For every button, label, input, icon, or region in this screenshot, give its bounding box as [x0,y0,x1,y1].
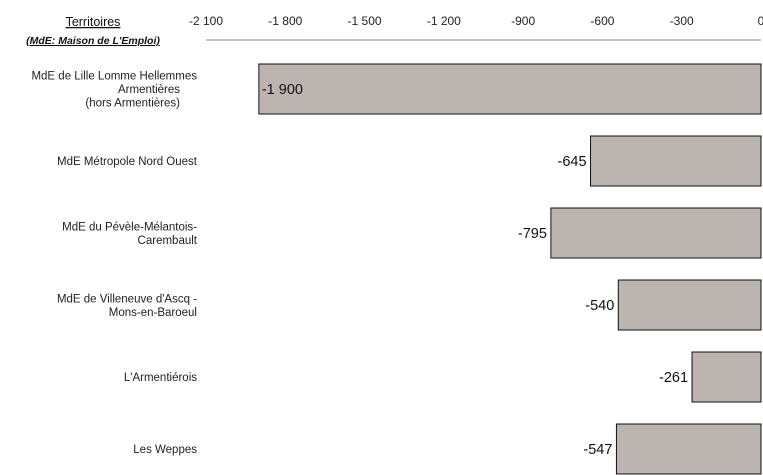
category-label-line: Mons-en-Baroeul [109,307,197,319]
x-tick-label: 0 [758,14,763,28]
category-label: MdE de Villeneuve d'Ascq - Mons-en-Baroeu… [57,293,197,319]
header-subtitle: (MdE: Maison de L'Emploi) [26,35,160,47]
x-tick-label: -300 [670,14,694,28]
category-label-line: MdE de Lille Lomme Hellemmes [31,71,197,83]
bar [590,135,762,187]
category-label: MdE Métropole Nord Ouest [57,156,198,168]
bar [615,423,762,475]
x-tick-label: -900 [511,14,535,28]
bar [691,351,762,403]
category-label: MdE du Pévèle-Mélantois- Carembault [62,221,198,247]
category-label-line: Armentières [118,84,180,96]
header-title: Territoires [66,15,121,29]
category-label-line: L'Armentiérois [124,372,197,384]
bar-value-label: -1 900 [262,82,303,98]
category-label-line: (hors Armentières) [85,98,180,110]
bar-value-label: -540 [585,298,614,314]
bar [258,63,762,115]
bar [550,207,762,259]
category-label: Les Weppes [133,444,197,456]
category-label: L'Armentiérois [124,372,197,384]
category-label-line: MdE Métropole Nord Ouest [57,156,198,168]
bar-value-label: -795 [518,226,547,242]
bar [617,279,762,331]
category-label-line: Carembault [138,235,198,247]
x-tick-label: -1 500 [348,14,382,28]
x-tick-label: -1 800 [268,14,302,28]
x-tick-label: -600 [590,14,614,28]
bar-value-label: -261 [659,370,688,386]
category-label: MdE de Lille Lomme Hellemmes Armentières (… [31,71,197,110]
category-label-line: MdE de Villeneuve d'Ascq - [57,293,197,305]
category-label-line: MdE du Pévèle-Mélantois- [62,221,197,233]
bar-value-label: -547 [583,442,612,458]
category-label-line: Les Weppes [133,444,197,456]
x-tick-label: -2 100 [189,14,223,28]
x-tick-label: -1 200 [427,14,461,28]
bar-value-label: -645 [558,154,587,170]
